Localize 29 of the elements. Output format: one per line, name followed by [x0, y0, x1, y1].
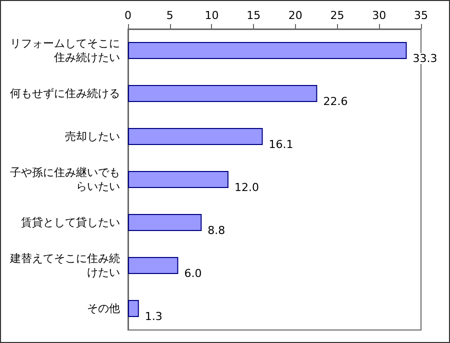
bar — [128, 128, 263, 145]
x-tick-label: 5 — [166, 9, 174, 22]
y-tick-label: 売却したい — [65, 130, 120, 143]
y-tick-label: 建替えてそこに住み続けたい — [9, 252, 120, 279]
bar — [128, 85, 318, 102]
data-label: 8.8 — [208, 224, 226, 237]
x-tick-label: 15 — [246, 9, 261, 22]
data-label: 22.6 — [323, 95, 348, 108]
y-tick-label: リフォームしてそこに住み続けたい — [10, 37, 120, 64]
x-tick-label: 25 — [330, 9, 344, 22]
bar — [128, 300, 139, 317]
y-tick-label: 何もせずに住み続ける — [10, 87, 120, 100]
x-tick-label: 0 — [124, 9, 132, 22]
data-label: 6.0 — [184, 267, 202, 280]
bar — [128, 42, 407, 59]
y-tick-label: その他 — [87, 302, 120, 315]
data-label: 16.1 — [268, 138, 294, 151]
x-tick-label: 10 — [204, 9, 219, 22]
x-tick-label: 35 — [414, 9, 428, 22]
bar — [128, 257, 178, 274]
x-tick-label: 30 — [372, 9, 386, 22]
data-label: 12.0 — [234, 181, 259, 194]
data-label: 33.3 — [412, 52, 438, 65]
bar — [128, 214, 202, 231]
data-label: 1.3 — [144, 310, 162, 323]
x-tick-label: 20 — [288, 9, 302, 22]
y-tick-label: 子や孫に住み継いでもらいたい — [10, 166, 120, 193]
bar — [128, 171, 228, 188]
y-tick-label: 賃貸として貸したい — [21, 216, 120, 229]
